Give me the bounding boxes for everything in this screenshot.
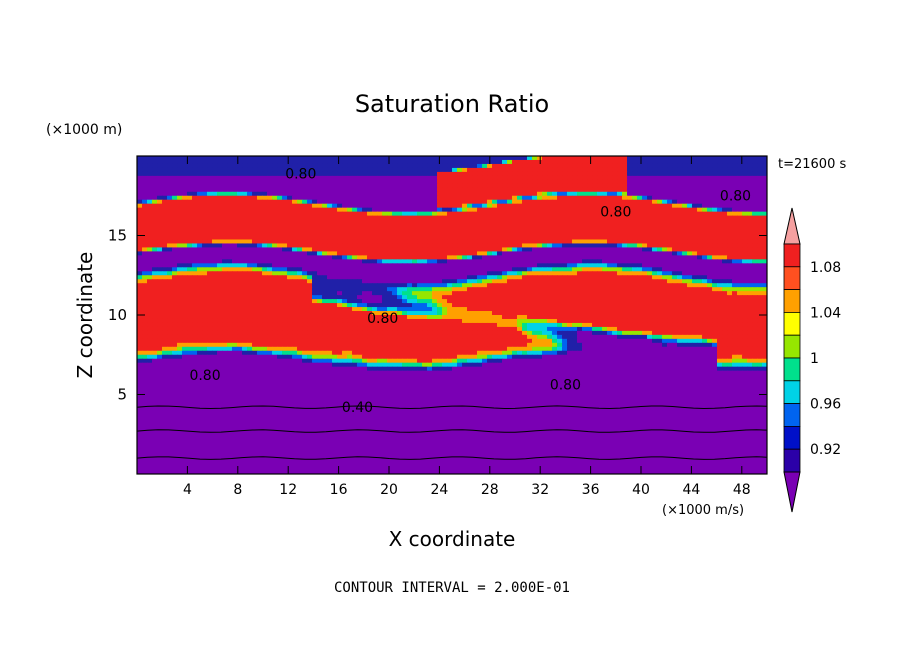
x-tick-label: 24 bbox=[430, 482, 448, 498]
colorbar-box bbox=[783, 266, 801, 290]
contour-label: 0.40 bbox=[342, 400, 373, 416]
colorbar-box bbox=[783, 243, 801, 268]
time-label: t=21600 s bbox=[778, 157, 846, 172]
x-unit-label: (×1000 m/s) bbox=[662, 503, 744, 518]
colorbar-label: 0.92 bbox=[810, 442, 841, 458]
contour-label: 0.80 bbox=[550, 378, 581, 394]
colorbar-box bbox=[783, 289, 801, 313]
x-tick-label: 20 bbox=[380, 482, 398, 498]
colorbar-label: 0.96 bbox=[810, 397, 841, 413]
colorbar-box bbox=[783, 357, 801, 382]
colorbar-label: 1.08 bbox=[810, 260, 841, 276]
contour-label: 0.80 bbox=[285, 166, 316, 182]
x-tick-label: 44 bbox=[682, 482, 700, 498]
contour-label: 0.80 bbox=[600, 204, 631, 220]
x-tick-label: 36 bbox=[582, 482, 600, 498]
contour-interval-footer: CONTOUR INTERVAL = 2.000E-01 bbox=[334, 580, 570, 596]
colorbar: 0.92 0.96 1 1.04 1.08 bbox=[783, 207, 841, 513]
colorbar-top-arrow bbox=[783, 207, 801, 245]
contour-label: 0.80 bbox=[367, 311, 398, 327]
y-unit-label: (×1000 m) bbox=[46, 122, 122, 138]
x-tick-label: 48 bbox=[733, 482, 751, 498]
chart-title: Saturation Ratio bbox=[355, 90, 549, 118]
colorbar-bottom-arrow bbox=[783, 471, 801, 513]
x-tick-label: 32 bbox=[531, 482, 549, 498]
colorbar-box bbox=[783, 334, 801, 359]
x-tick-label: 40 bbox=[632, 482, 650, 498]
x-axis: 4 8 12 16 20 24 28 32 36 40 44 48 bbox=[183, 156, 751, 498]
colorbar-box bbox=[783, 403, 801, 427]
colorbar-label: 1 bbox=[810, 351, 819, 367]
x-tick-label: 12 bbox=[279, 482, 297, 498]
colorbar-box bbox=[783, 425, 801, 450]
x-tick-label: 4 bbox=[183, 482, 192, 498]
colorbar-box bbox=[783, 448, 801, 473]
y-axis-label: Z coordinate bbox=[73, 252, 97, 379]
y-tick-label: 10 bbox=[108, 306, 127, 324]
colorbar-label: 1.04 bbox=[810, 305, 841, 321]
x-axis-label: X coordinate bbox=[389, 527, 516, 551]
y-tick-label: 5 bbox=[117, 386, 127, 404]
x-tick-label: 16 bbox=[330, 482, 348, 498]
y-tick-label: 15 bbox=[108, 227, 127, 245]
x-tick-label: 28 bbox=[481, 482, 499, 498]
x-tick-label: 8 bbox=[233, 482, 242, 498]
y-axis: 5 10 15 bbox=[108, 227, 767, 404]
colorbar-box bbox=[783, 311, 801, 336]
plot-area: 0.80 0.80 0.80 0.80 0.80 0.80 0.40 bbox=[137, 156, 767, 474]
contour-label: 0.80 bbox=[720, 189, 751, 205]
colorbar-box bbox=[783, 380, 801, 404]
contour-label: 0.80 bbox=[189, 368, 220, 384]
